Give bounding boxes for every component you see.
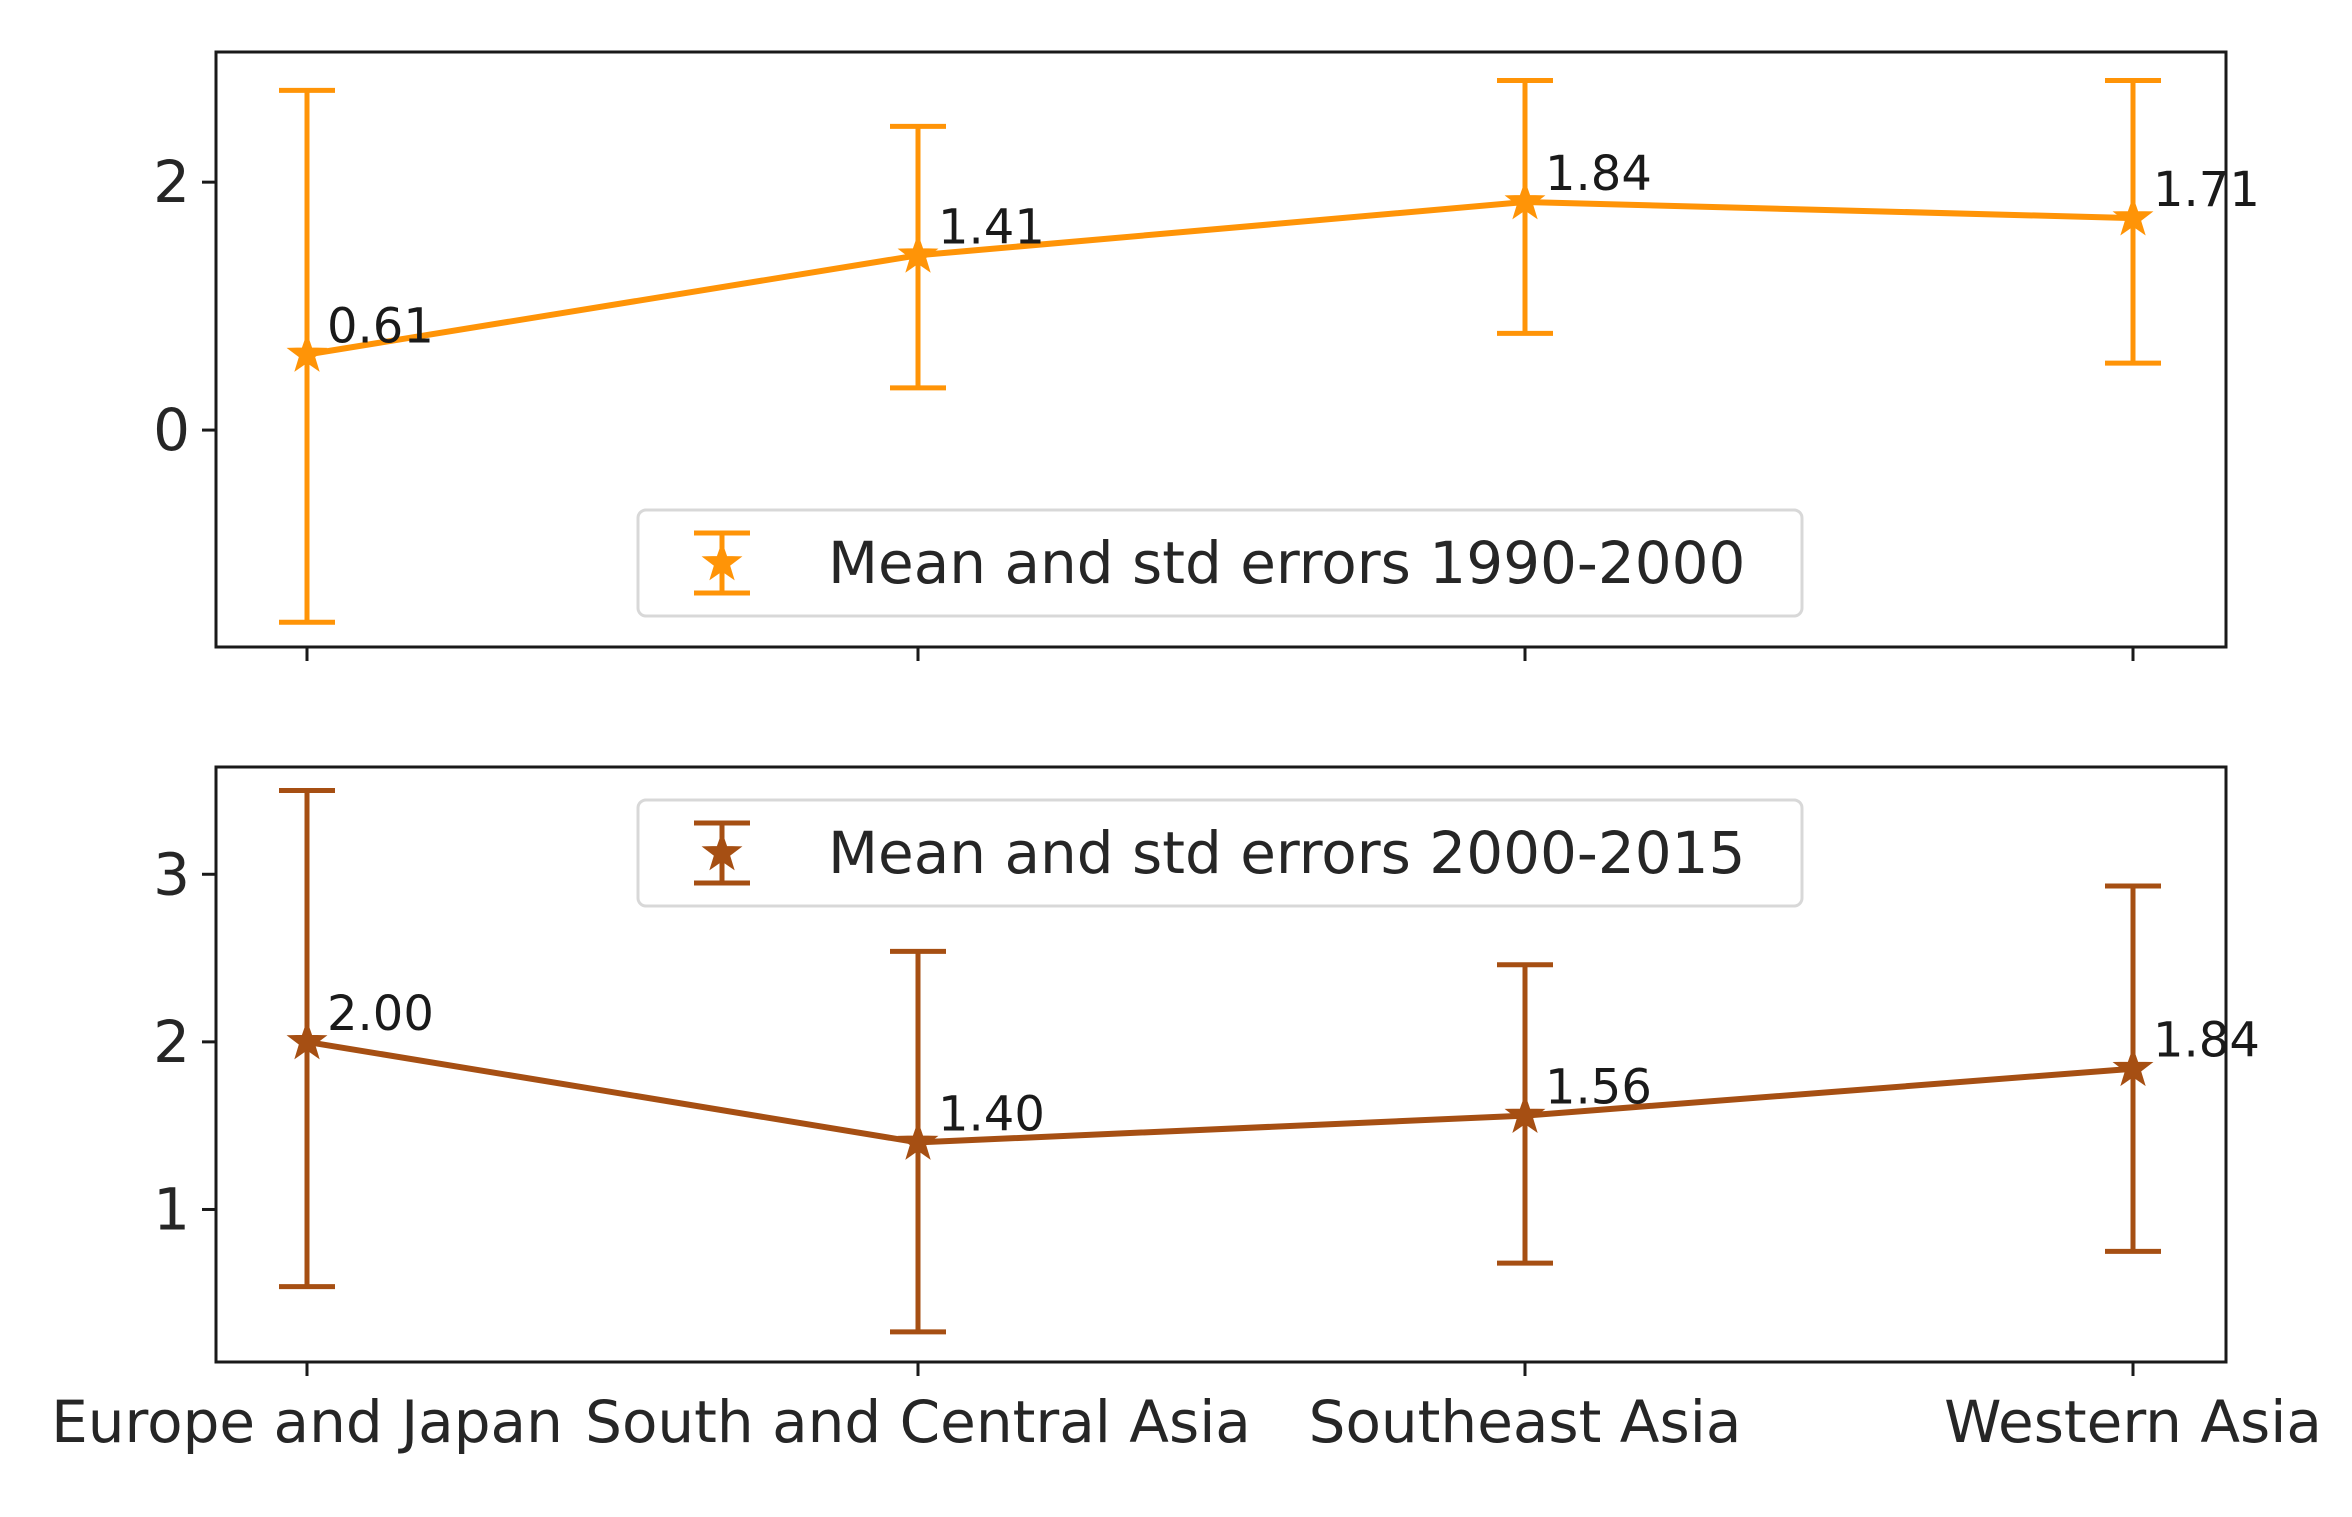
data-label: 1.41 bbox=[938, 199, 1045, 255]
series-line bbox=[306, 199, 2134, 358]
data-label: 2.00 bbox=[327, 986, 434, 1042]
legend-box bbox=[636, 798, 1804, 908]
bottom-panel: 1 2 3 2.00 1.40 1.56 1.84 Mean and std errors 2… bbox=[153, 765, 2260, 1376]
legend-label: Mean and std errors 2000-2015 bbox=[828, 819, 1745, 887]
x-tick-label: Europe and Japan bbox=[51, 1388, 563, 1456]
plot-frame bbox=[214, 765, 2228, 1364]
series-line bbox=[306, 1038, 2134, 1146]
y-tick-label: 2 bbox=[153, 1008, 190, 1076]
plot-frame bbox=[214, 50, 2228, 649]
y-tick-label: 0 bbox=[153, 396, 190, 464]
x-axis: Europe and Japan South and Central Asia So… bbox=[51, 1388, 2322, 1456]
data-label: 1.40 bbox=[938, 1086, 1045, 1142]
y-tick-label: 1 bbox=[153, 1175, 190, 1243]
data-label: 1.84 bbox=[2153, 1013, 2260, 1069]
legend-box bbox=[636, 508, 1804, 618]
data-point bbox=[897, 1120, 939, 1160]
data-label: 0.61 bbox=[327, 298, 434, 354]
data-point bbox=[286, 1020, 328, 1060]
data-point bbox=[1504, 180, 1546, 220]
data-label: 1.71 bbox=[2153, 162, 2260, 218]
data-point bbox=[2112, 1047, 2154, 1087]
x-tick-label: South and Central Asia bbox=[585, 1388, 1251, 1456]
legend-label: Mean and std errors 1990-2000 bbox=[828, 529, 1745, 597]
data-label: 1.56 bbox=[1545, 1060, 1652, 1116]
data-label: 1.84 bbox=[1545, 146, 1652, 202]
y-tick-label: 3 bbox=[153, 840, 190, 908]
data-point bbox=[286, 332, 328, 372]
legend-marker bbox=[701, 541, 743, 581]
data-point bbox=[897, 233, 939, 273]
data-point bbox=[1504, 1094, 1546, 1134]
legend-marker bbox=[701, 831, 743, 871]
top-panel: 0 2 0.61 1.41 1.84 1.71 Mean and std errors 19… bbox=[153, 50, 2260, 661]
x-tick-label: Southeast Asia bbox=[1309, 1388, 1742, 1456]
data-point bbox=[2112, 196, 2154, 236]
y-tick-label: 2 bbox=[153, 148, 190, 216]
x-tick-label: Western Asia bbox=[1944, 1388, 2322, 1456]
